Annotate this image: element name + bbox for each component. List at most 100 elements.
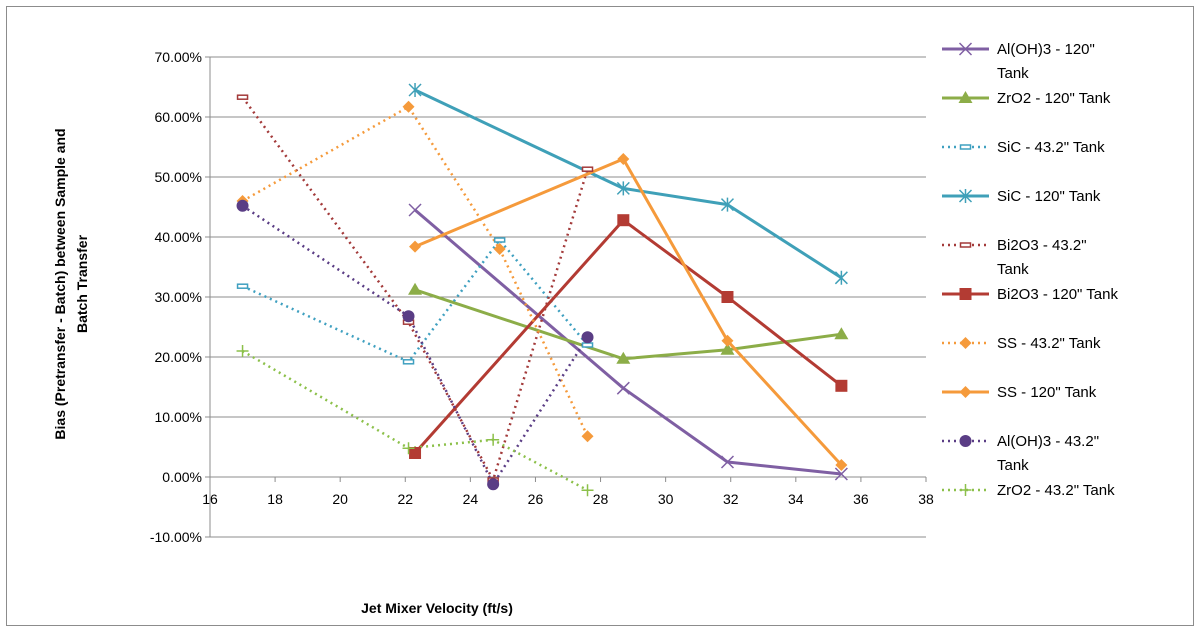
x-tick-label: 38 <box>918 491 934 507</box>
data-point-8-1 <box>402 310 415 323</box>
data-point-1-3 <box>834 327 849 340</box>
x-tick-label: 20 <box>332 491 348 507</box>
x-tick-label: 16 <box>202 491 218 507</box>
legend-entry-7: SS - 120" Tank <box>942 384 1097 401</box>
y-tick-label: 0.00% <box>162 469 202 485</box>
x-tick-label: 34 <box>788 491 804 507</box>
series-lines <box>241 88 843 492</box>
legend-marker-4 <box>959 242 972 248</box>
chart-frame: -10.00% 0.00% 10.00% 20.00% 30.00% 40.00% 50.0… <box>6 6 1194 626</box>
legend-entry-6: SS - 43.2" Tank <box>942 335 1101 352</box>
y-tick-label: 30.00% <box>155 289 202 305</box>
data-point-6-1 <box>402 100 415 113</box>
legend-label-6: SS - 43.2" Tank <box>997 335 1101 352</box>
legend-label-9: ZrO2 - 43.2" Tank <box>997 482 1115 499</box>
data-point-2-3 <box>581 342 594 348</box>
legend-marker-7 <box>959 386 972 398</box>
legend-marker-9 <box>959 484 972 496</box>
data-point-7-1 <box>617 153 630 165</box>
legend-label-5: Bi2O3 - 120" Tank <box>997 286 1118 303</box>
legend-label-2: SiC - 43.2" Tank <box>997 139 1105 156</box>
legend-marker-2 <box>959 144 972 150</box>
series-line-2 <box>242 238 589 364</box>
legend-marker-0 <box>958 42 973 56</box>
data-point-7-3 <box>835 459 848 471</box>
data-point-1-0 <box>408 282 423 295</box>
x-tick-label: 32 <box>723 491 739 507</box>
x-tick-label: 22 <box>397 491 413 507</box>
data-point-1-1 <box>616 351 631 364</box>
legend-label-0: Al(OH)3 - 120" <box>997 41 1095 58</box>
data-point-0-3 <box>834 467 848 481</box>
data-point-4-0 <box>236 94 249 100</box>
x-tick-label: 24 <box>463 491 479 507</box>
gridlines <box>210 56 926 538</box>
series-markers <box>236 83 849 497</box>
y-tick-label: 60.00% <box>155 109 202 125</box>
legend: Al(OH)3 - 120" Tank ZrO2 - 120" Tank SiC - … <box>942 41 1118 499</box>
data-point-8-0 <box>236 199 249 212</box>
data-point-0-2 <box>720 455 735 469</box>
x-tick-label: 26 <box>528 491 544 507</box>
y-axis-title-line-1: Bias (Pretransfer - Batch) between Sampl… <box>52 128 68 439</box>
legend-label-7: SS - 120" Tank <box>997 384 1097 401</box>
legend-marker-1 <box>958 91 973 103</box>
data-point-5-0 <box>409 447 422 459</box>
y-tick-label: 70.00% <box>155 49 202 65</box>
data-point-5-1 <box>617 214 630 227</box>
data-point-4-3 <box>581 166 594 172</box>
data-point-6-3 <box>581 430 594 443</box>
y-axis-title-line-2: Batch Transfer <box>74 234 90 333</box>
data-point-9-2 <box>487 433 500 446</box>
y-tick-label: 10.00% <box>155 409 202 425</box>
legend-marker-5 <box>959 288 972 300</box>
data-point-5-3 <box>835 379 848 392</box>
legend-entry-4: Bi2O3 - 43.2" Tank <box>942 237 1087 278</box>
legend-label-0-line2: Tank <box>997 65 1029 82</box>
data-point-2-1 <box>402 359 415 365</box>
data-point-3-0 <box>408 83 422 97</box>
data-point-7-0 <box>409 240 422 253</box>
legend-entry-5: Bi2O3 - 120" Tank <box>942 286 1118 303</box>
series-line-1 <box>414 288 842 361</box>
legend-label-3: SiC - 120" Tank <box>997 188 1101 205</box>
data-point-9-0 <box>236 345 249 357</box>
legend-entry-2: SiC - 43.2" Tank <box>942 139 1105 156</box>
data-point-8-2 <box>487 478 500 491</box>
x-axis-title: Jet Mixer Velocity (ft/s) <box>361 600 513 616</box>
series-line-5 <box>413 218 843 455</box>
legend-label-4: Bi2O3 - 43.2" <box>997 237 1087 254</box>
legend-label-4-line2: Tank <box>997 261 1029 278</box>
x-tick-label: 28 <box>593 491 609 507</box>
y-tick-labels: -10.00% 0.00% 10.00% 20.00% 30.00% 40.00% 50.0… <box>150 49 202 545</box>
data-point-5-2 <box>721 291 734 303</box>
legend-marker-3 <box>958 189 973 203</box>
series-line-7 <box>414 157 843 467</box>
data-point-2-0 <box>236 283 249 289</box>
data-point-2-2 <box>493 237 506 243</box>
legend-marker-8 <box>959 435 972 447</box>
y-tick-label: 50.00% <box>155 169 202 185</box>
series-line-8 <box>241 204 589 486</box>
legend-entry-0: Al(OH)3 - 120" Tank <box>942 41 1095 82</box>
series-line-9 <box>241 349 589 492</box>
y-tick-label: 40.00% <box>155 229 202 245</box>
y-tick-label: 20.00% <box>155 349 202 365</box>
data-point-3-1 <box>616 181 630 196</box>
x-tick-label: 18 <box>267 491 283 507</box>
y-tick-label: -10.00% <box>150 529 202 545</box>
data-point-0-1 <box>616 381 630 395</box>
legend-marker-6 <box>959 337 972 349</box>
data-point-9-3 <box>581 484 594 497</box>
legend-label-8-line2: Tank <box>997 457 1029 474</box>
data-point-8-3 <box>581 331 594 344</box>
legend-entry-3: SiC - 120" Tank <box>942 188 1101 205</box>
legend-label-1: ZrO2 - 120" Tank <box>997 90 1111 107</box>
x-tick-label: 30 <box>658 491 674 507</box>
series-line-4 <box>241 96 589 482</box>
legend-entry-1: ZrO2 - 120" Tank <box>942 90 1111 107</box>
data-point-3-3 <box>834 270 848 285</box>
legend-entry-8: Al(OH)3 - 43.2" Tank <box>942 433 1099 474</box>
series-line-0 <box>414 208 842 476</box>
chart-svg: -10.00% 0.00% 10.00% 20.00% 30.00% 40.00% 50.0… <box>52 41 1118 616</box>
